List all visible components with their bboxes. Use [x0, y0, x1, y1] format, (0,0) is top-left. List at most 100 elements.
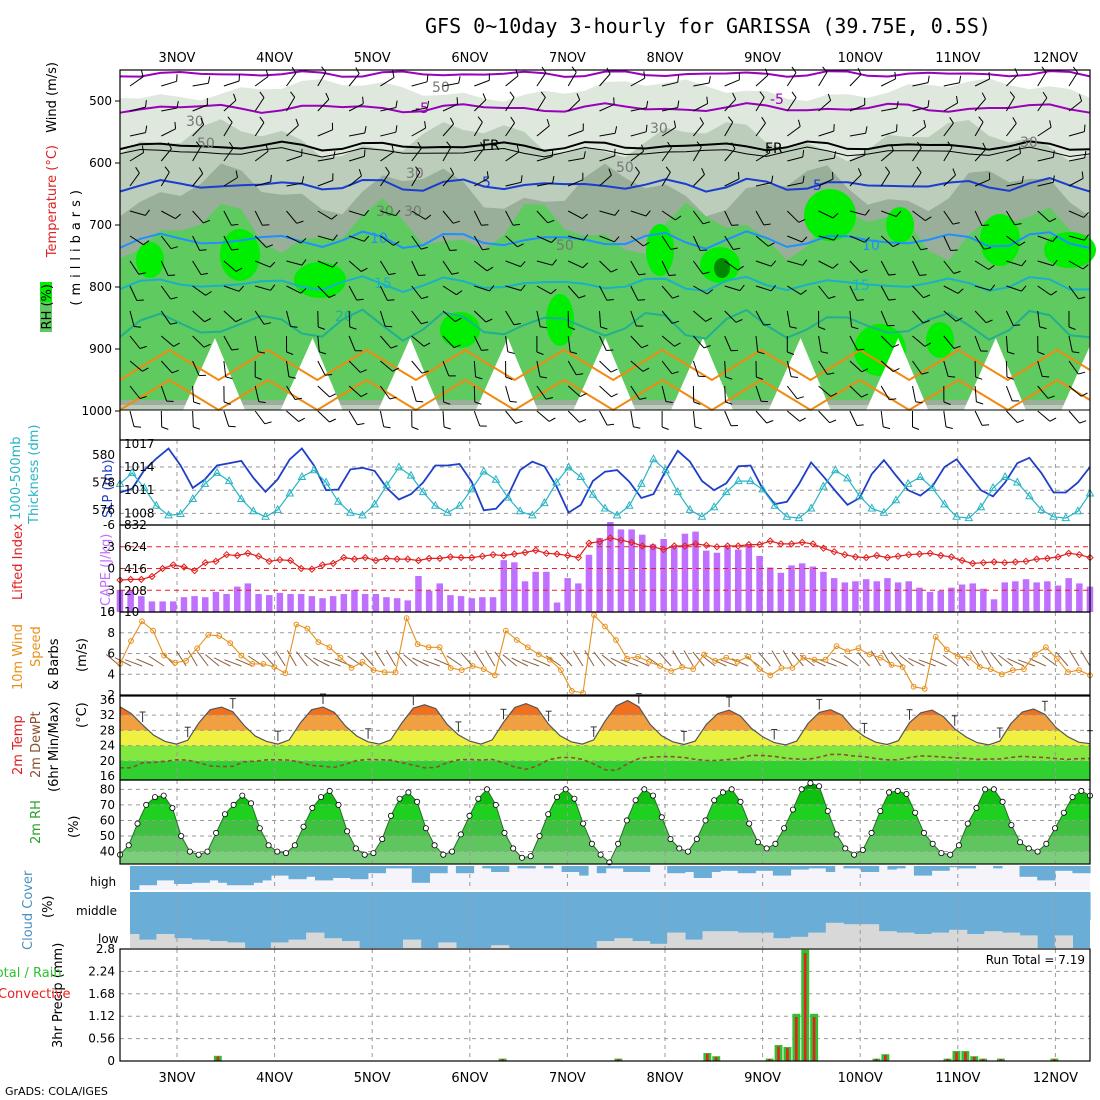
cloud-high-bar — [376, 866, 386, 874]
wind-barb — [129, 235, 144, 246]
cloud-low-bar — [834, 922, 844, 948]
surface-wind-barb — [313, 657, 330, 667]
cape-bar — [798, 563, 806, 612]
surface-wind-barb — [196, 651, 209, 667]
thickness-marker — [806, 503, 816, 512]
wind-barb — [1006, 260, 1022, 267]
contour-label: 10 — [370, 231, 388, 247]
wind-barb — [1068, 177, 1084, 187]
wind-barb-flag — [1042, 91, 1048, 99]
date-label: 7NOV — [549, 51, 586, 66]
surface-wind-barb — [758, 652, 771, 667]
rh-marker — [990, 786, 997, 793]
rh-legend-swatch-bright — [40, 282, 52, 302]
wind-barb-flag — [257, 351, 265, 354]
wind-barb — [693, 310, 706, 322]
wind-barb-flag — [700, 249, 708, 251]
wind-barb — [880, 385, 890, 401]
wind-barb — [1037, 310, 1041, 327]
wind-barb-flag — [1078, 371, 1086, 375]
wind-barb — [379, 260, 390, 275]
thickness-marker — [309, 465, 319, 474]
wind-barb — [912, 126, 926, 137]
wind-barb — [442, 360, 450, 377]
wind-barb — [1005, 96, 1015, 112]
thickness-marker — [758, 484, 767, 493]
li-marker — [670, 542, 679, 550]
rh-marker — [151, 794, 158, 801]
cape-bar — [489, 597, 497, 612]
wind-speed-marker — [469, 663, 476, 669]
precip-convective-bar — [973, 1057, 976, 1061]
cloud-middle-bar — [315, 892, 325, 920]
wind-barb — [473, 410, 481, 427]
wind-barb — [755, 385, 762, 402]
thickness-marker — [540, 498, 549, 507]
wind-barb — [442, 173, 454, 187]
wind-barb — [693, 123, 704, 137]
wind-barb — [786, 410, 800, 422]
wind-barb — [755, 210, 765, 226]
wind-barb-flag — [552, 176, 555, 184]
wind-barb — [254, 97, 265, 112]
wind-speed-marker — [1076, 667, 1082, 673]
cloud-middle-bar — [966, 892, 977, 920]
wind-barb — [568, 157, 585, 162]
wind-barb — [317, 129, 333, 137]
cloud-low-bar — [922, 934, 933, 948]
surface-wind-barb — [136, 658, 154, 667]
wind-barb — [849, 154, 865, 162]
precip-tick-label: 0 — [107, 1054, 115, 1068]
cloud-middle-bar — [843, 892, 853, 920]
wind-barb-flag — [385, 166, 390, 174]
slp-tick-label: 1017 — [124, 437, 155, 451]
wind-barb-flag — [325, 92, 330, 100]
wind-barb — [129, 310, 135, 327]
wind-barb — [192, 146, 202, 162]
wind-speed-marker — [822, 656, 829, 663]
wind-barb — [192, 173, 204, 187]
cape-ylabel-li: Lifted Index — [11, 523, 26, 600]
li-tick-label: 3 — [107, 583, 115, 597]
wind-barb — [254, 410, 266, 425]
wind-barb-flag — [509, 91, 515, 98]
cloud-high-bar — [1063, 866, 1073, 871]
wind-barb — [787, 156, 803, 162]
wind-barb-flag — [474, 401, 482, 405]
wind-barb — [568, 130, 584, 137]
li-marker — [308, 565, 316, 573]
rh-marker — [999, 798, 1006, 805]
wind-barb-flag — [827, 372, 835, 375]
li-marker — [244, 549, 252, 558]
wind-barb-flag — [581, 213, 588, 219]
wind-barb — [818, 335, 822, 352]
cape-bar — [436, 583, 443, 612]
wind-barb — [849, 104, 865, 112]
temp-tick-label: 20 — [100, 754, 115, 768]
wind-barb-flag — [390, 345, 398, 349]
cape-bar — [127, 589, 134, 612]
rh-marker — [571, 795, 578, 802]
cloud-low-bar — [182, 938, 193, 948]
rh-marker — [632, 797, 639, 804]
wind-speed-marker — [183, 657, 190, 664]
wind-barb — [129, 410, 135, 427]
wind-barb-flag — [957, 288, 964, 294]
thickness-marker — [843, 473, 852, 482]
wind-barb — [349, 132, 365, 137]
cloud-middle-bar — [253, 892, 263, 920]
wind-barb — [974, 98, 986, 112]
wind-barb — [881, 130, 897, 137]
rh-tick-label: 80 — [100, 782, 115, 796]
wind-barb — [505, 310, 515, 325]
wind-barb-flag — [706, 289, 714, 295]
cloud-middle-bar — [350, 892, 360, 920]
wind-barb — [693, 210, 704, 225]
precip-convective-bar — [786, 1048, 789, 1061]
wind-barb — [192, 260, 202, 275]
wind-barb — [724, 210, 733, 226]
date-label: 6NOV — [451, 1071, 488, 1086]
surface-wind-barb — [771, 650, 782, 667]
wind-barb — [286, 310, 291, 327]
date-label: 5NOV — [354, 51, 391, 66]
